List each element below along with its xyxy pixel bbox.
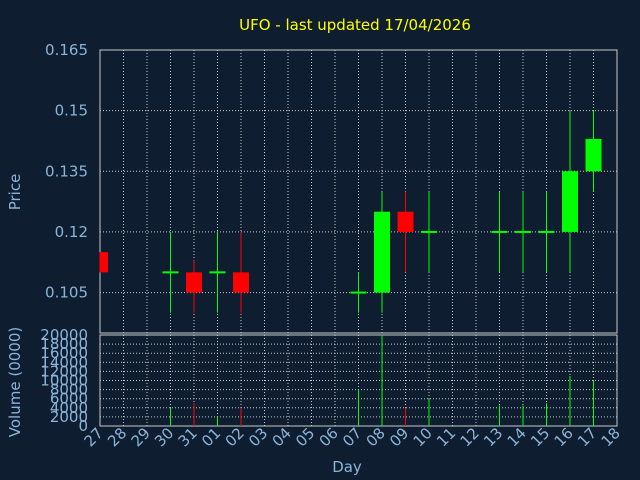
candle-body-doji — [421, 230, 437, 233]
day-tick-label: 14 — [504, 424, 530, 450]
volume-tick-label: 10000 — [40, 372, 88, 390]
day-tick-label: 10 — [410, 424, 436, 450]
price-tick-label: 0.12 — [55, 223, 88, 241]
day-tick-label: 30 — [151, 424, 177, 450]
day-tick-label: 03 — [245, 424, 271, 450]
candle-body-doji — [515, 230, 531, 233]
volume-tick-label: 8000 — [50, 381, 88, 399]
x-axis-ticks: 2728293031010203040506070809101112131415… — [81, 424, 624, 450]
price-tick-label: 0.135 — [45, 162, 88, 180]
day-tick-label: 09 — [386, 424, 412, 450]
volume-tick-label: 6000 — [50, 390, 88, 408]
candle-body-doji — [162, 271, 179, 274]
day-tick-label: 17 — [574, 424, 600, 450]
day-tick-label: 29 — [128, 424, 154, 450]
price-tick-label: 0.105 — [45, 284, 88, 302]
day-tick-label: 16 — [551, 424, 577, 450]
candle-body-doji — [350, 291, 367, 294]
volume-panel: 0200040006000800010000120001400016000180… — [40, 326, 618, 435]
candle-body-doji — [538, 230, 555, 233]
day-tick-label: 31 — [175, 424, 201, 450]
day-tick-label: 11 — [433, 424, 459, 450]
price-tick-label: 0.165 — [45, 41, 88, 59]
candle-body-doji — [491, 230, 508, 233]
day-tick-label: 05 — [292, 424, 318, 450]
price-axis-label: Price — [6, 174, 24, 211]
day-tick-label: 07 — [339, 424, 365, 450]
candle-body — [186, 272, 202, 293]
chart-title: UFO - last updated 17/04/2026 — [239, 16, 471, 34]
candle-body — [233, 272, 249, 293]
volume-tick-label: 4000 — [50, 399, 88, 417]
volume-tick-label: 2000 — [50, 408, 88, 426]
day-tick-label: 12 — [457, 424, 483, 450]
day-tick-label: 08 — [363, 424, 389, 450]
volume-tick-label: 12000 — [40, 362, 88, 380]
volume-tick-label: 20000 — [40, 326, 88, 344]
volume-tick-label: 16000 — [40, 344, 88, 362]
x-axis-label: Day — [332, 458, 362, 476]
volume-axis-label: Volume (0000) — [6, 327, 24, 437]
day-tick-label: 13 — [480, 424, 506, 450]
candle-body — [562, 171, 578, 232]
day-tick-label: 06 — [316, 424, 342, 450]
candle-body — [397, 211, 414, 232]
volume-tick-label: 14000 — [40, 353, 88, 371]
day-tick-label: 28 — [104, 424, 130, 450]
day-tick-label: 01 — [198, 424, 224, 450]
day-tick-label: 02 — [222, 424, 248, 450]
candle-body — [585, 138, 602, 172]
candle-body — [374, 211, 390, 293]
day-tick-label: 15 — [527, 424, 553, 450]
volume-tick-label: 18000 — [40, 335, 88, 353]
candle-body-doji — [209, 271, 226, 274]
day-tick-label: 04 — [269, 424, 295, 450]
price-panel: 0.105 0.12 0.135 0.15 0.165 — [45, 41, 618, 334]
day-tick-label: 18 — [598, 424, 624, 450]
volume-tick-label: 0 — [78, 417, 88, 435]
candle-body — [100, 252, 108, 273]
price-tick-label: 0.15 — [55, 102, 88, 120]
